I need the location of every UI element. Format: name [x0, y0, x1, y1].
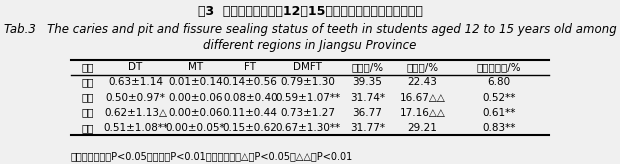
Text: 0.51±1.08**: 0.51±1.08** — [103, 123, 168, 133]
Text: DT: DT — [128, 62, 143, 72]
Text: 0.00±0.06: 0.00±0.06 — [168, 93, 223, 102]
Text: 0.59±1.07**: 0.59±1.07** — [275, 93, 340, 102]
Text: 0.14±0.56: 0.14±0.56 — [223, 78, 278, 87]
Text: 0.01±0.14: 0.01±0.14 — [168, 78, 223, 87]
Text: 0.73±1.27: 0.73±1.27 — [280, 108, 335, 118]
Text: 0.15±0.62: 0.15±0.62 — [223, 123, 278, 133]
Text: 0.79±1.30: 0.79±1.30 — [280, 78, 335, 87]
Text: MT: MT — [188, 62, 203, 72]
Text: 0.83**: 0.83** — [482, 123, 515, 133]
Text: 6.80: 6.80 — [487, 78, 510, 87]
Text: 窝沟封闭率/%: 窝沟封闭率/% — [477, 62, 521, 72]
Text: 0.61**: 0.61** — [482, 108, 515, 118]
Text: 0.11±0.44: 0.11±0.44 — [223, 108, 278, 118]
Text: 29.21: 29.21 — [407, 123, 437, 133]
Text: 22.43: 22.43 — [407, 78, 437, 87]
Text: 0.63±1.14: 0.63±1.14 — [108, 78, 163, 87]
Text: 17.16△△: 17.16△△ — [399, 108, 445, 118]
Text: DMFT: DMFT — [293, 62, 322, 72]
Text: FT: FT — [244, 62, 256, 72]
Text: 36.77: 36.77 — [352, 108, 383, 118]
Text: 0.62±1.13△: 0.62±1.13△ — [104, 108, 167, 118]
Text: 31.74*: 31.74* — [350, 93, 385, 102]
Text: 地区: 地区 — [81, 62, 94, 72]
Text: 充填率/%: 充填率/% — [406, 62, 438, 72]
Text: 16.67△△: 16.67△△ — [399, 93, 445, 102]
Text: 0.00±0.06: 0.00±0.06 — [168, 108, 223, 118]
Text: 常熟: 常熟 — [81, 78, 94, 87]
Text: 与常熟比较＊；P<0.05，＊＊；P<0.01；与京口比较△；P<0.05，△△；P<0.01: 与常熟比较＊；P<0.05，＊＊；P<0.01；与京口比较△；P<0.05，△△… — [71, 151, 353, 161]
Text: 39.35: 39.35 — [352, 78, 383, 87]
Text: Tab.3   The caries and pit and fissure sealing status of teeth in students aged : Tab.3 The caries and pit and fissure sea… — [4, 23, 616, 36]
Text: 铜山: 铜山 — [81, 93, 94, 102]
Text: 京口: 京口 — [81, 123, 94, 133]
Text: 患龋率/%: 患龋率/% — [352, 62, 383, 72]
Text: different regions in Jiangsu Province: different regions in Jiangsu Province — [203, 39, 417, 52]
Text: 0.52**: 0.52** — [482, 93, 515, 102]
Text: 0.08±0.40: 0.08±0.40 — [223, 93, 278, 102]
Text: 亭湖: 亭湖 — [81, 108, 94, 118]
Text: 31.77*: 31.77* — [350, 123, 385, 133]
Text: 0.50±0.97*: 0.50±0.97* — [105, 93, 166, 102]
Text: 0.00±0.05*: 0.00±0.05* — [166, 123, 225, 133]
Text: 0.67±1.30**: 0.67±1.30** — [275, 123, 340, 133]
Text: 表3  江苏省各样本地区12－15岁中学生患龋及窝沟封闭情况: 表3 江苏省各样本地区12－15岁中学生患龋及窝沟封闭情况 — [198, 5, 422, 18]
